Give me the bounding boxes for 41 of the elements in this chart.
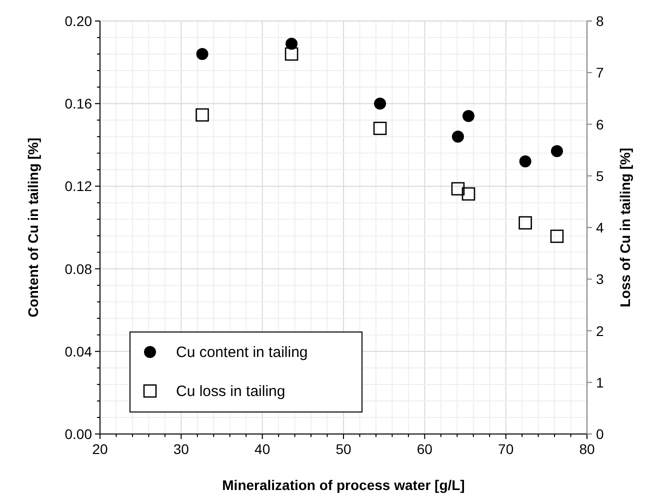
point	[196, 108, 209, 122]
point	[462, 187, 476, 201]
y2-tick-label: 2	[596, 322, 604, 339]
x-axis-title: Mineralization of process water [g/L]	[222, 477, 465, 493]
y2-tick-label: 3	[596, 271, 604, 288]
x-tick-label: 40	[254, 441, 270, 457]
y2-tick-label: 6	[596, 116, 604, 132]
point	[196, 48, 208, 60]
point	[374, 98, 386, 110]
y-tick-label: 0.04	[64, 343, 92, 360]
point	[518, 216, 532, 230]
y-tick-label: 0.00	[64, 426, 92, 442]
y-tick-label: 0.08	[64, 260, 92, 277]
point	[451, 182, 465, 196]
y2-tick-label: 8	[596, 13, 604, 29]
x-tick-label: 60	[416, 441, 433, 457]
point	[284, 47, 298, 61]
x-tick-label: 50	[336, 441, 352, 457]
point	[452, 130, 464, 143]
legend-label: Cu content in tailing	[176, 344, 308, 361]
y2-tick-label: 4	[596, 220, 604, 236]
x-tick-label: 20	[92, 441, 108, 457]
y2-tick-label: 5	[596, 168, 604, 184]
y-tick-label: 0.16	[64, 96, 92, 112]
point	[519, 155, 532, 168]
point	[286, 38, 298, 50]
x-tick-label: 70	[498, 441, 514, 457]
legend-label: Cu loss in tailing	[176, 383, 286, 400]
y2-tick-label: 1	[596, 374, 604, 390]
y-axis-title: Content of Cu in tailing [%]	[25, 138, 41, 318]
y-tick-label: 0.12	[64, 178, 92, 194]
y-tick-label: 0.20	[64, 13, 92, 29]
point	[550, 230, 564, 243]
point	[462, 110, 474, 122]
point	[373, 122, 387, 136]
y2-axis-title: Loss of Cu in tailing [%]	[617, 148, 633, 308]
x-tick-label: 30	[173, 441, 190, 457]
x-tick-label: 80	[579, 441, 595, 457]
point	[550, 145, 563, 158]
y2-tick-label: 0	[596, 426, 604, 442]
y2-tick-label: 7	[596, 64, 604, 81]
